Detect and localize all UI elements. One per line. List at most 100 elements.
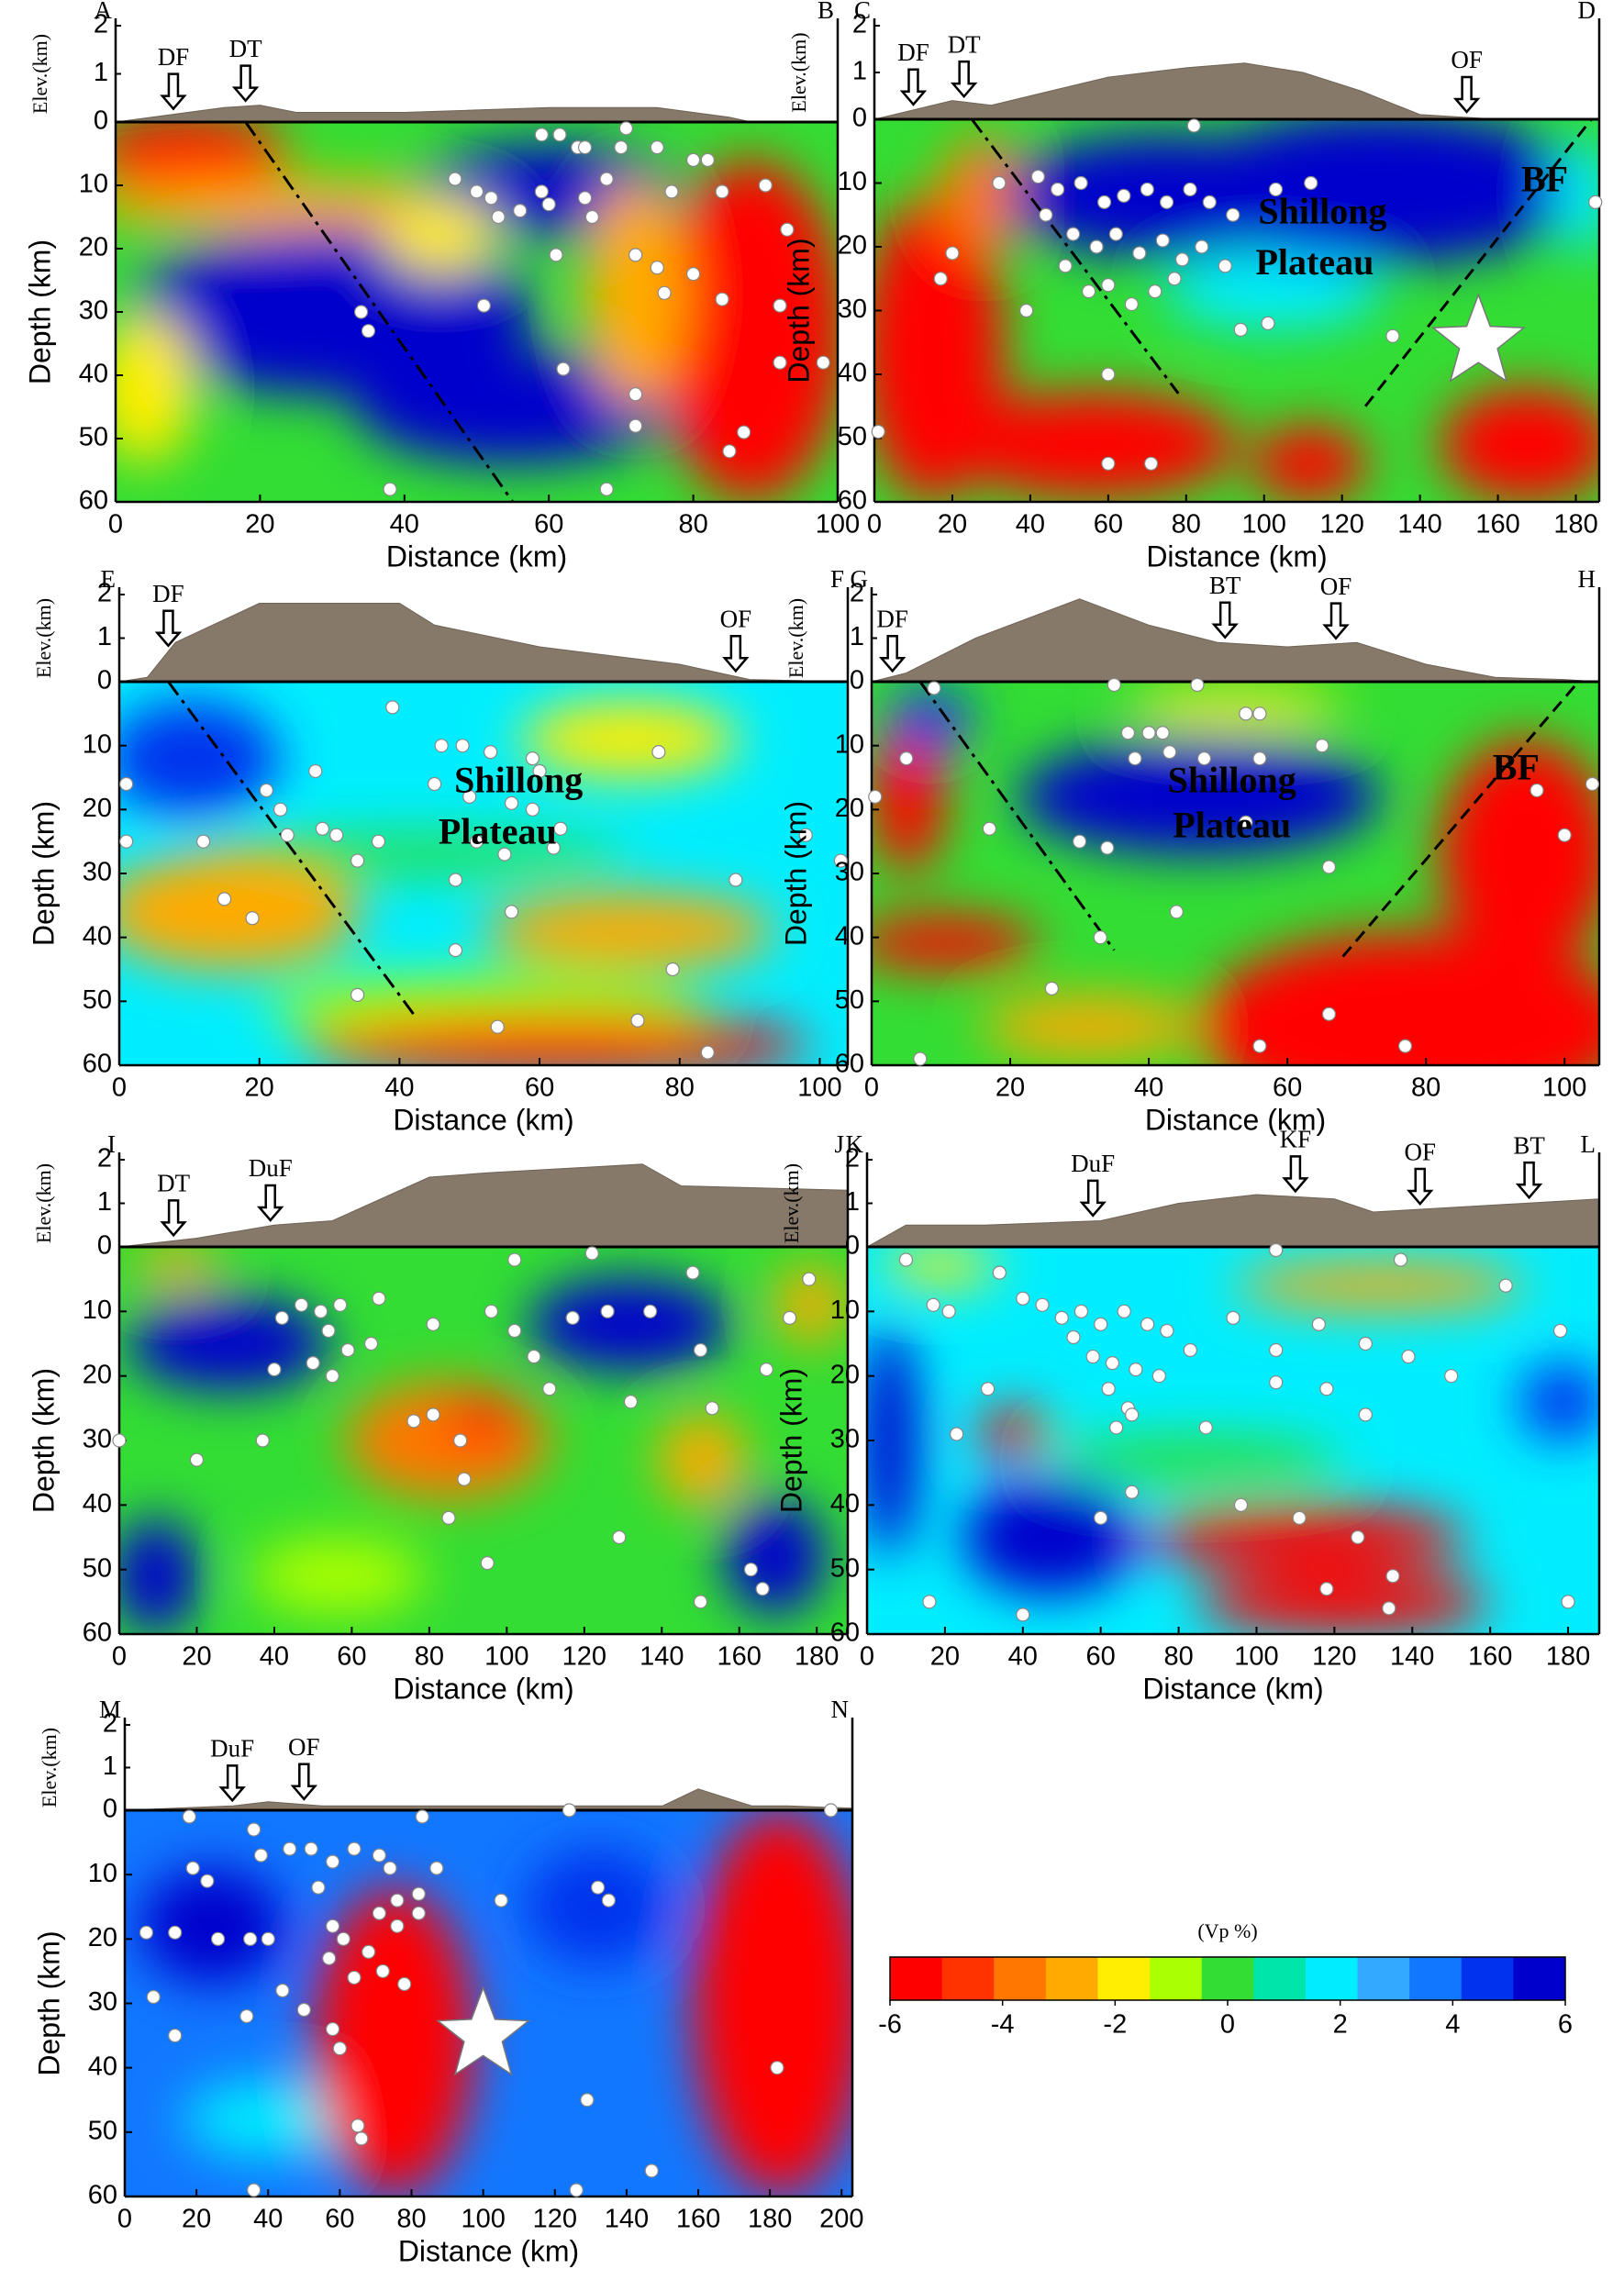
earthquake xyxy=(1035,1297,1050,1312)
earthquake xyxy=(119,776,134,792)
field-blob xyxy=(980,995,1199,1058)
earthquake xyxy=(816,355,830,370)
field-blob xyxy=(1196,1572,1490,1634)
field-blob xyxy=(525,1849,671,1965)
earthquake xyxy=(363,1336,379,1351)
annotation: Shillong xyxy=(1258,190,1386,231)
earthquake xyxy=(584,1246,599,1261)
x-tick-label: 40 xyxy=(1134,1073,1163,1103)
earthquake xyxy=(1016,1291,1030,1306)
topography-fill xyxy=(119,603,848,682)
earthquake xyxy=(553,821,568,836)
elev-tick-label: 2 xyxy=(94,10,108,39)
earthquake xyxy=(1358,1336,1373,1351)
earthquake xyxy=(1401,1349,1416,1364)
field-blob xyxy=(657,160,838,502)
earthquake xyxy=(1233,322,1248,337)
x-tick-label: 40 xyxy=(1016,510,1045,539)
y-tick-label: 30 xyxy=(835,858,864,887)
field-blob xyxy=(1555,138,1599,253)
x-tick-label: 60 xyxy=(534,510,563,539)
field-blobs xyxy=(867,1247,1599,1634)
earthquake xyxy=(146,1989,161,2005)
earthquake xyxy=(119,834,134,849)
earthquake xyxy=(700,1045,715,1060)
x-axis-label: Distance (km) xyxy=(398,2234,579,2267)
earthquake xyxy=(525,802,540,817)
field-blob xyxy=(192,835,629,873)
earthquake xyxy=(758,178,773,193)
earthquake xyxy=(411,1906,426,1920)
colorbar-segment xyxy=(1305,1957,1359,2000)
topography-fill xyxy=(119,1163,848,1247)
earthquake xyxy=(868,789,883,805)
velocity-field xyxy=(116,122,838,502)
colorbar-segment xyxy=(1513,1957,1566,2000)
colorbar-label: (Vp %) xyxy=(1197,1919,1257,1942)
fault-label: DF xyxy=(897,39,929,66)
section-panel: G H 0 20 40 60 80 100 0 10 20 30 40 50 60 1 2 Distance (k… xyxy=(779,565,1601,1136)
earthquake xyxy=(599,482,614,496)
x-tick-label: 180 xyxy=(795,1642,839,1672)
elev-tick-label: 1 xyxy=(97,1187,112,1217)
x-tick-label: 0 xyxy=(112,1073,127,1103)
earthquake xyxy=(1143,456,1159,471)
field-blob xyxy=(133,1247,222,1286)
topography-fill xyxy=(116,105,838,122)
earthquake xyxy=(1100,840,1115,855)
fault-label: OF xyxy=(1451,46,1483,73)
earthquake xyxy=(361,324,376,339)
fault-arrow xyxy=(722,635,750,673)
corner-label: H xyxy=(1578,565,1596,593)
y-axis-label: Depth (km) xyxy=(774,1368,807,1513)
earthquake xyxy=(1321,860,1337,874)
x-tick-label: 0 xyxy=(864,1073,879,1103)
earthquake xyxy=(1196,751,1212,766)
earthquake xyxy=(306,1355,320,1371)
earthquake xyxy=(182,1809,196,1824)
fault-arrow xyxy=(878,635,907,673)
earthquake xyxy=(525,751,540,766)
section-panel: M N0 20 40 60 80 100 120 140 160 180 20001020304050… xyxy=(32,1696,863,2267)
field-blob xyxy=(1251,425,1368,502)
earthquake xyxy=(823,1803,839,1818)
elev-tick-label: 2 xyxy=(845,1144,860,1173)
y-tick-label: 10 xyxy=(838,167,867,196)
earthquake xyxy=(469,834,484,849)
earthquake xyxy=(372,1291,386,1306)
corner-label: B xyxy=(818,0,834,24)
earthquake xyxy=(1198,1420,1213,1435)
field-blobs xyxy=(119,1247,848,1634)
y-tick-label: 10 xyxy=(88,1859,117,1888)
x-tick-label: 0 xyxy=(117,2205,132,2234)
earthquake xyxy=(833,853,848,868)
earthquake xyxy=(513,204,528,218)
corner-label: K xyxy=(846,1130,864,1158)
x-tick-label: 80 xyxy=(665,1073,695,1103)
earthquake xyxy=(927,681,941,695)
earthquake xyxy=(1226,207,1240,222)
earthquake xyxy=(737,425,751,439)
earthquake xyxy=(427,776,442,792)
earthquake xyxy=(371,834,386,849)
fault-label: DF xyxy=(152,580,184,607)
y-tick-label: 10 xyxy=(83,729,112,759)
earthquake xyxy=(1105,1355,1120,1371)
earthquake xyxy=(434,739,449,753)
fault-arrow xyxy=(160,1199,187,1238)
x-tick-label: 100 xyxy=(1542,1073,1586,1103)
y-tick-label: 50 xyxy=(88,2116,117,2145)
earthquake xyxy=(783,1310,797,1325)
earthquake xyxy=(1019,303,1034,318)
earthquake xyxy=(321,1323,336,1339)
topography-fill xyxy=(874,62,1599,119)
x-tick-label: 160 xyxy=(1475,510,1519,539)
y-tick-label: 50 xyxy=(830,1553,860,1583)
elev-tick-label: 1 xyxy=(845,1187,860,1217)
y-tick-label: 0 xyxy=(97,666,112,695)
earthquake xyxy=(1129,1362,1143,1377)
section-panel: C D0 20 40 60 80 100 120 140 160 18001020304050601… xyxy=(782,0,1603,573)
earthquake xyxy=(325,1919,340,1933)
fault-arrow xyxy=(1211,601,1239,640)
y-axis-label: Depth (km) xyxy=(23,239,56,384)
